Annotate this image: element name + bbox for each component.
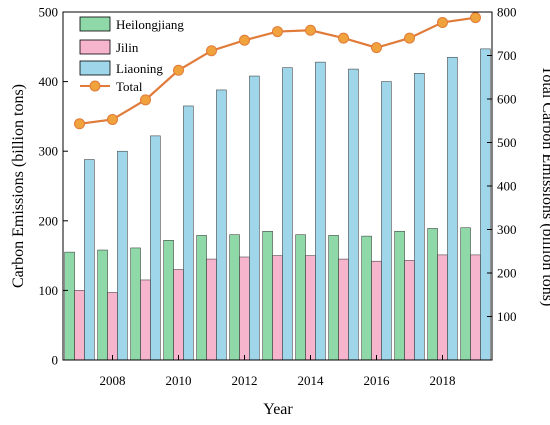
- y-right-tick-label: 300: [497, 222, 517, 237]
- y-tick-label: 500: [39, 5, 59, 20]
- bar-heilongjiang-2009: [130, 247, 141, 361]
- y-tick-label: 300: [39, 144, 59, 159]
- bar-jilin-2019: [470, 254, 481, 361]
- total-point-2010: [173, 64, 184, 76]
- total-point-2015: [338, 32, 349, 44]
- x-axis-title: Year: [263, 401, 293, 418]
- bar-jilin-2009: [140, 279, 151, 361]
- bars-layer: [64, 48, 491, 361]
- total-point-2019: [470, 12, 481, 24]
- legend-swatch-heilongjiang: [79, 16, 111, 32]
- bar-heilongjiang-2012: [229, 234, 240, 361]
- total-point-2012: [239, 34, 250, 46]
- bar-liaoning-2008: [117, 150, 128, 361]
- total-point-2017: [404, 32, 415, 44]
- bar-heilongjiang-2010: [163, 240, 174, 361]
- y-tick-label: 400: [39, 74, 59, 89]
- bar-heilongjiang-2019: [460, 227, 471, 361]
- total-point-2007: [74, 118, 85, 130]
- x-tick-label: 2016: [364, 373, 391, 388]
- legend-swatch-liaoning: [79, 60, 111, 76]
- bar-heilongjiang-2015: [328, 235, 339, 361]
- bar-liaoning-2012: [249, 75, 260, 361]
- bar-heilongjiang-2018: [427, 228, 438, 361]
- bar-heilongjiang-2011: [196, 235, 207, 361]
- legend-swatch-jilin: [79, 39, 111, 55]
- legend: Heilongjiang Jilin Liaoning Total: [79, 16, 184, 94]
- bar-jilin-2015: [338, 258, 349, 361]
- bar-liaoning-2009: [150, 135, 161, 361]
- bar-jilin-2017: [404, 260, 415, 361]
- bar-liaoning-2010: [183, 105, 194, 361]
- total-line-layer: [74, 12, 481, 130]
- y-tick-label: 200: [39, 213, 59, 228]
- y-axis-right-title: Total Carbon Emissions (billion tons): [539, 66, 550, 307]
- total-point-2013: [272, 26, 283, 38]
- bar-heilongjiang-2013: [262, 230, 273, 361]
- x-tick-label: 2010: [166, 373, 192, 388]
- ticks-layer: 0 100 200 300 400 500 100 200 300 400 500 600 700 800…: [39, 5, 517, 389]
- bar-jilin-2011: [206, 258, 217, 361]
- legend-label-jilin: Jilin: [116, 40, 139, 55]
- y-right-tick-label: 700: [497, 48, 517, 63]
- bar-liaoning-2016: [381, 81, 392, 361]
- y-right-tick-label: 600: [497, 92, 517, 107]
- bar-jilin-2008: [107, 292, 118, 361]
- y-axis-title: Carbon Emissions (billion tons): [10, 84, 27, 288]
- total-point-2009: [140, 94, 151, 106]
- bar-jilin-2018: [437, 254, 448, 361]
- bar-liaoning-2011: [216, 89, 227, 361]
- y-tick-label: 0: [52, 353, 59, 368]
- bar-jilin-2007: [74, 290, 85, 361]
- bar-heilongjiang-2008: [97, 249, 108, 361]
- total-point-2016: [371, 42, 382, 54]
- x-tick-label: 2014: [298, 373, 325, 388]
- y-right-tick-label: 400: [497, 179, 517, 194]
- total-point-2011: [206, 45, 217, 57]
- bar-heilongjiang-2007: [64, 251, 75, 361]
- y-tick-label: 100: [39, 283, 59, 298]
- total-point-2018: [437, 16, 448, 28]
- y-right-tick-label: 500: [497, 135, 517, 150]
- legend-label-total: Total: [116, 79, 143, 94]
- bar-jilin-2016: [371, 260, 382, 361]
- x-tick-label: 2018: [430, 373, 456, 388]
- x-tick-label: 2012: [232, 373, 258, 388]
- total-point-2008: [107, 113, 118, 125]
- bar-jilin-2014: [305, 255, 316, 361]
- bar-liaoning-2015: [348, 68, 359, 361]
- x-tick-label: 2008: [100, 373, 126, 388]
- bar-liaoning-2014: [315, 61, 326, 361]
- bar-heilongjiang-2017: [394, 230, 405, 361]
- bar-jilin-2012: [239, 256, 250, 361]
- legend-label-liaoning: Liaoning: [116, 61, 163, 76]
- legend-label-heilongjiang: Heilongjiang: [116, 17, 184, 32]
- legend-marker-total: [89, 80, 101, 92]
- y-right-tick-label: 200: [497, 266, 517, 281]
- total-point-2014: [305, 24, 316, 36]
- y-right-tick-label: 800: [497, 5, 517, 20]
- bar-liaoning-2007: [84, 159, 95, 361]
- bar-jilin-2013: [272, 255, 283, 361]
- y-right-tick-label: 100: [497, 309, 517, 324]
- bar-jilin-2010: [173, 269, 184, 361]
- bar-heilongjiang-2016: [361, 235, 372, 361]
- bar-liaoning-2019: [480, 48, 491, 361]
- bar-liaoning-2018: [447, 56, 458, 361]
- bar-liaoning-2013: [282, 67, 293, 361]
- bar-heilongjiang-2014: [295, 234, 306, 361]
- bar-liaoning-2017: [414, 72, 425, 361]
